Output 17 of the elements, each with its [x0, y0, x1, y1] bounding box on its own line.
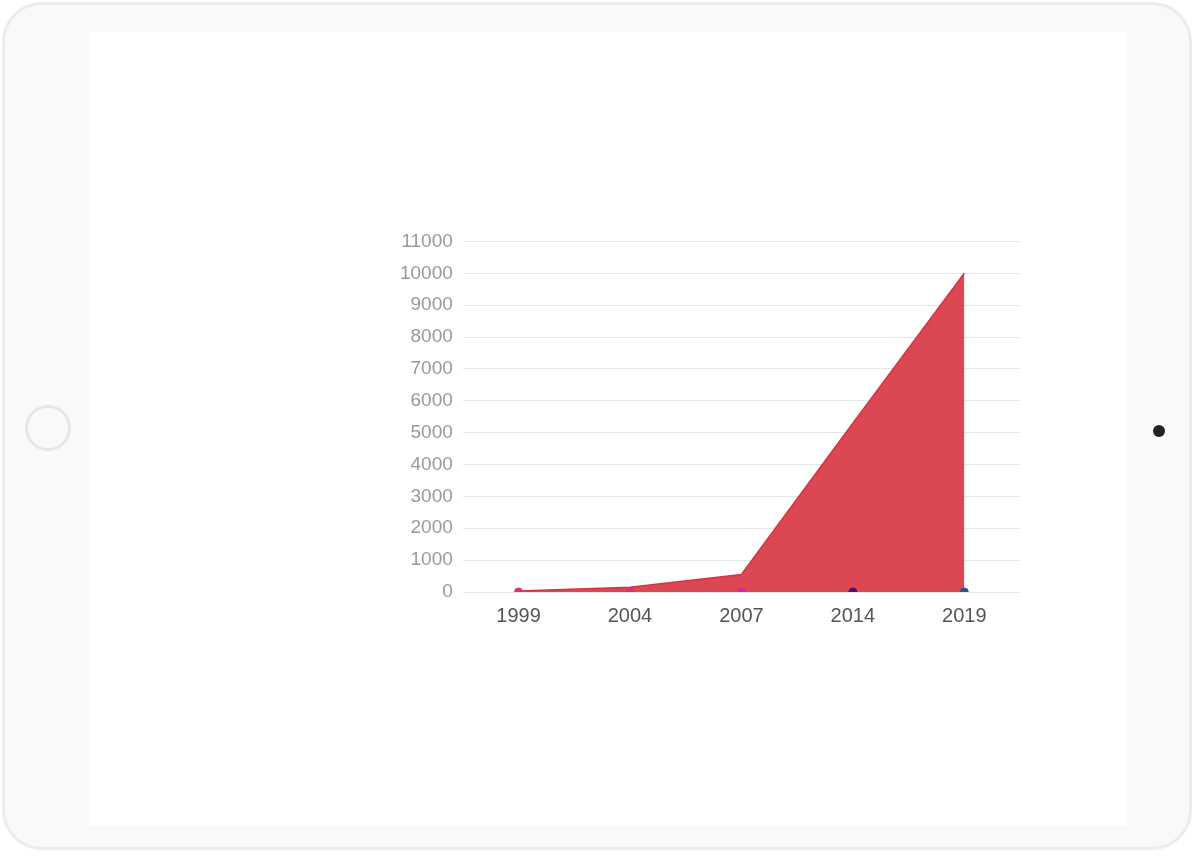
y-tick-label: 8000 — [410, 325, 453, 347]
y-tick-label: 6000 — [410, 389, 453, 410]
x-tick-label: 2014 — [830, 603, 876, 626]
y-tick-label: 11000 — [401, 229, 453, 251]
y-tick-label: 7000 — [410, 357, 453, 379]
y-tick-label: 0 — [442, 580, 453, 602]
y-tick-label: 3000 — [410, 484, 453, 506]
x-tick-label: 2007 — [719, 603, 764, 626]
y-tick-label: 5000 — [410, 420, 453, 442]
x-tick-label: 2004 — [607, 603, 653, 626]
y-tick-label: 4000 — [410, 452, 453, 474]
y-tick-label: 9000 — [410, 293, 453, 315]
y-tick-label: 2000 — [410, 516, 453, 538]
x-tick-label: 1999 — [496, 603, 541, 626]
x-tick-label: 2019 — [942, 603, 987, 626]
y-tick-label: 10000 — [399, 261, 453, 283]
y-tick-label: 1000 — [410, 548, 453, 570]
